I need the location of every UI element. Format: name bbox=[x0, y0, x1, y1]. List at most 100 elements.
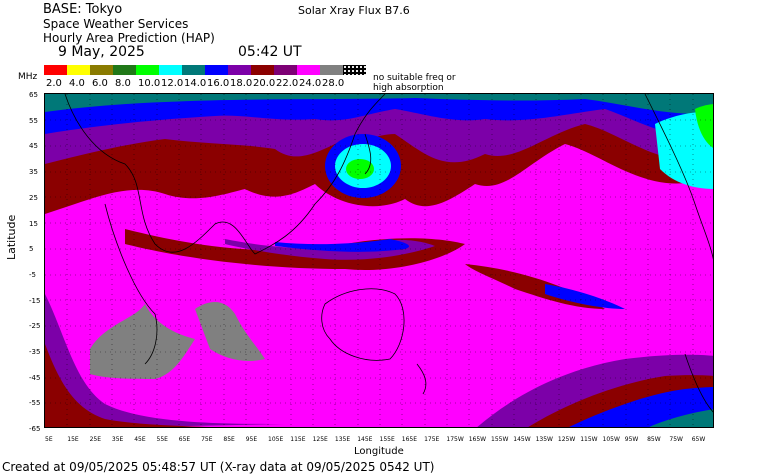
service-name: Space Weather Services bbox=[43, 17, 189, 31]
longitude-tick: 135E bbox=[334, 436, 351, 443]
legend-label: 4.0 bbox=[69, 78, 85, 89]
legend-swatch bbox=[67, 65, 90, 75]
longitude-tick: 65W bbox=[691, 436, 706, 443]
longitude-tick: 65E bbox=[178, 436, 191, 443]
legend-swatch bbox=[274, 65, 297, 75]
legend-swatch bbox=[113, 65, 136, 75]
legend-swatch bbox=[228, 65, 251, 75]
longitude-tick: 115E bbox=[290, 436, 306, 443]
latitude-tick: -65 bbox=[29, 425, 41, 434]
longitude-tick: 115W bbox=[580, 436, 598, 443]
latitude-tick: 35 bbox=[29, 168, 38, 177]
legend-label: 10.0 bbox=[138, 78, 161, 89]
latitude-tick: -25 bbox=[29, 322, 41, 331]
longitude-tick: 165W bbox=[468, 436, 487, 443]
longitude-tick: 145W bbox=[513, 436, 531, 443]
longitude-tick: 125E bbox=[312, 436, 328, 443]
frequency-legend bbox=[44, 65, 366, 75]
latitude-tick: 55 bbox=[29, 116, 38, 125]
longitude-tick: 175E bbox=[424, 436, 440, 443]
longitude-tick: 85W bbox=[647, 436, 661, 443]
band-20mhz-south bbox=[45, 344, 211, 427]
legend-label: 8.0 bbox=[115, 78, 131, 89]
graticule bbox=[45, 94, 713, 427]
no-freq-patch-east bbox=[195, 302, 265, 361]
latitude-tick: 15 bbox=[29, 219, 38, 228]
legend-swatch bbox=[159, 65, 182, 75]
band-16mhz-eq bbox=[275, 239, 410, 252]
frequency-contour-map bbox=[45, 94, 713, 427]
band-16mhz-pacific bbox=[545, 284, 625, 309]
newzealand-coast bbox=[416, 363, 427, 395]
latitude-tick: 5 bbox=[29, 245, 34, 254]
longitude-tick: 95E bbox=[245, 436, 258, 443]
legend-unit: MHz bbox=[18, 72, 38, 82]
legend-label: 6.0 bbox=[92, 78, 108, 89]
legend-label: 24.0 bbox=[299, 78, 322, 89]
legend-label: 18.0 bbox=[230, 78, 253, 89]
longitude-axis-label: Longitude bbox=[354, 446, 404, 457]
legend-label: 22.0 bbox=[276, 78, 299, 89]
longitude-tick: 45E bbox=[134, 436, 146, 443]
longitude-tick: 75W bbox=[669, 436, 683, 443]
latitude-tick: -55 bbox=[29, 399, 41, 408]
longitude-tick: 75E bbox=[201, 436, 213, 443]
longitude-tick: 175W bbox=[446, 436, 464, 443]
band-14mhz-se bbox=[649, 409, 713, 427]
band-12mhz-ne bbox=[655, 112, 713, 189]
legend-swatch bbox=[205, 65, 228, 75]
product-name: Hourly Area Prediction (HAP) bbox=[43, 31, 215, 45]
no-freq-patch-west bbox=[90, 304, 195, 379]
base-title: BASE: Tokyo bbox=[43, 2, 123, 17]
latitude-tick: 65 bbox=[29, 91, 38, 99]
latitude-axis-label: Latitude bbox=[5, 214, 18, 260]
legend-swatch bbox=[297, 65, 320, 75]
legend-swatch bbox=[182, 65, 205, 75]
longitude-tick: 105E bbox=[268, 436, 284, 443]
legend-swatch bbox=[343, 65, 366, 75]
band-16mhz bbox=[45, 94, 713, 137]
band-14mhz bbox=[45, 94, 713, 115]
legend-label: 2.0 bbox=[46, 78, 62, 89]
longitude-tick: 5E bbox=[45, 436, 53, 443]
legend-label: 14.0 bbox=[184, 78, 207, 89]
latitude-tick: 25 bbox=[29, 193, 38, 202]
latitude-tick: -15 bbox=[29, 296, 41, 305]
legend-swatch bbox=[320, 65, 343, 75]
legend-swatch bbox=[136, 65, 159, 75]
latitude-tick: 45 bbox=[29, 142, 38, 151]
longitude-tick: 35E bbox=[111, 436, 124, 443]
band-10mhz-pocket bbox=[346, 159, 374, 179]
asia-coast bbox=[64, 94, 386, 255]
legend-label: 16.0 bbox=[207, 78, 230, 89]
longitude-tick: 145E bbox=[357, 436, 373, 443]
longitude-tick: 85E bbox=[223, 436, 235, 443]
longitude-tick: 25E bbox=[89, 436, 102, 443]
longitude-tick: 105W bbox=[602, 436, 620, 443]
south-america-coast bbox=[684, 353, 713, 413]
band-16mhz-se bbox=[569, 387, 713, 427]
legend-label: 20.0 bbox=[253, 78, 276, 89]
legend-label: 12.0 bbox=[161, 78, 184, 89]
legend-swatch bbox=[90, 65, 113, 75]
legend-swatch bbox=[44, 65, 67, 75]
africa-coast bbox=[104, 203, 158, 365]
longitude-tick: 135W bbox=[535, 436, 553, 443]
creation-footer: Created at 09/05/2025 05:48:57 UT (X-ray… bbox=[2, 460, 435, 474]
latitude-tick: -5 bbox=[29, 270, 36, 279]
longitude-tick: 155E bbox=[379, 436, 395, 443]
japan-coast bbox=[364, 133, 372, 175]
australia-coast bbox=[321, 288, 405, 361]
longitude-tick: 95W bbox=[624, 436, 639, 443]
hap-map bbox=[44, 93, 714, 428]
latitude-tick: -45 bbox=[29, 373, 41, 382]
coastlines bbox=[64, 94, 713, 413]
forecast-date: 9 May, 2025 bbox=[58, 44, 145, 60]
longitude-tick: 155W bbox=[491, 436, 509, 443]
longitude-tick: 55E bbox=[156, 436, 168, 443]
no-suitable-note: no suitable freq or high absorption bbox=[373, 73, 456, 93]
latitude-tick: -35 bbox=[29, 348, 41, 356]
legend-label: 28.0 bbox=[322, 78, 345, 89]
longitude-tick: 15E bbox=[67, 436, 79, 443]
xray-flux-label: Solar Xray Flux B7.6 bbox=[298, 4, 410, 17]
